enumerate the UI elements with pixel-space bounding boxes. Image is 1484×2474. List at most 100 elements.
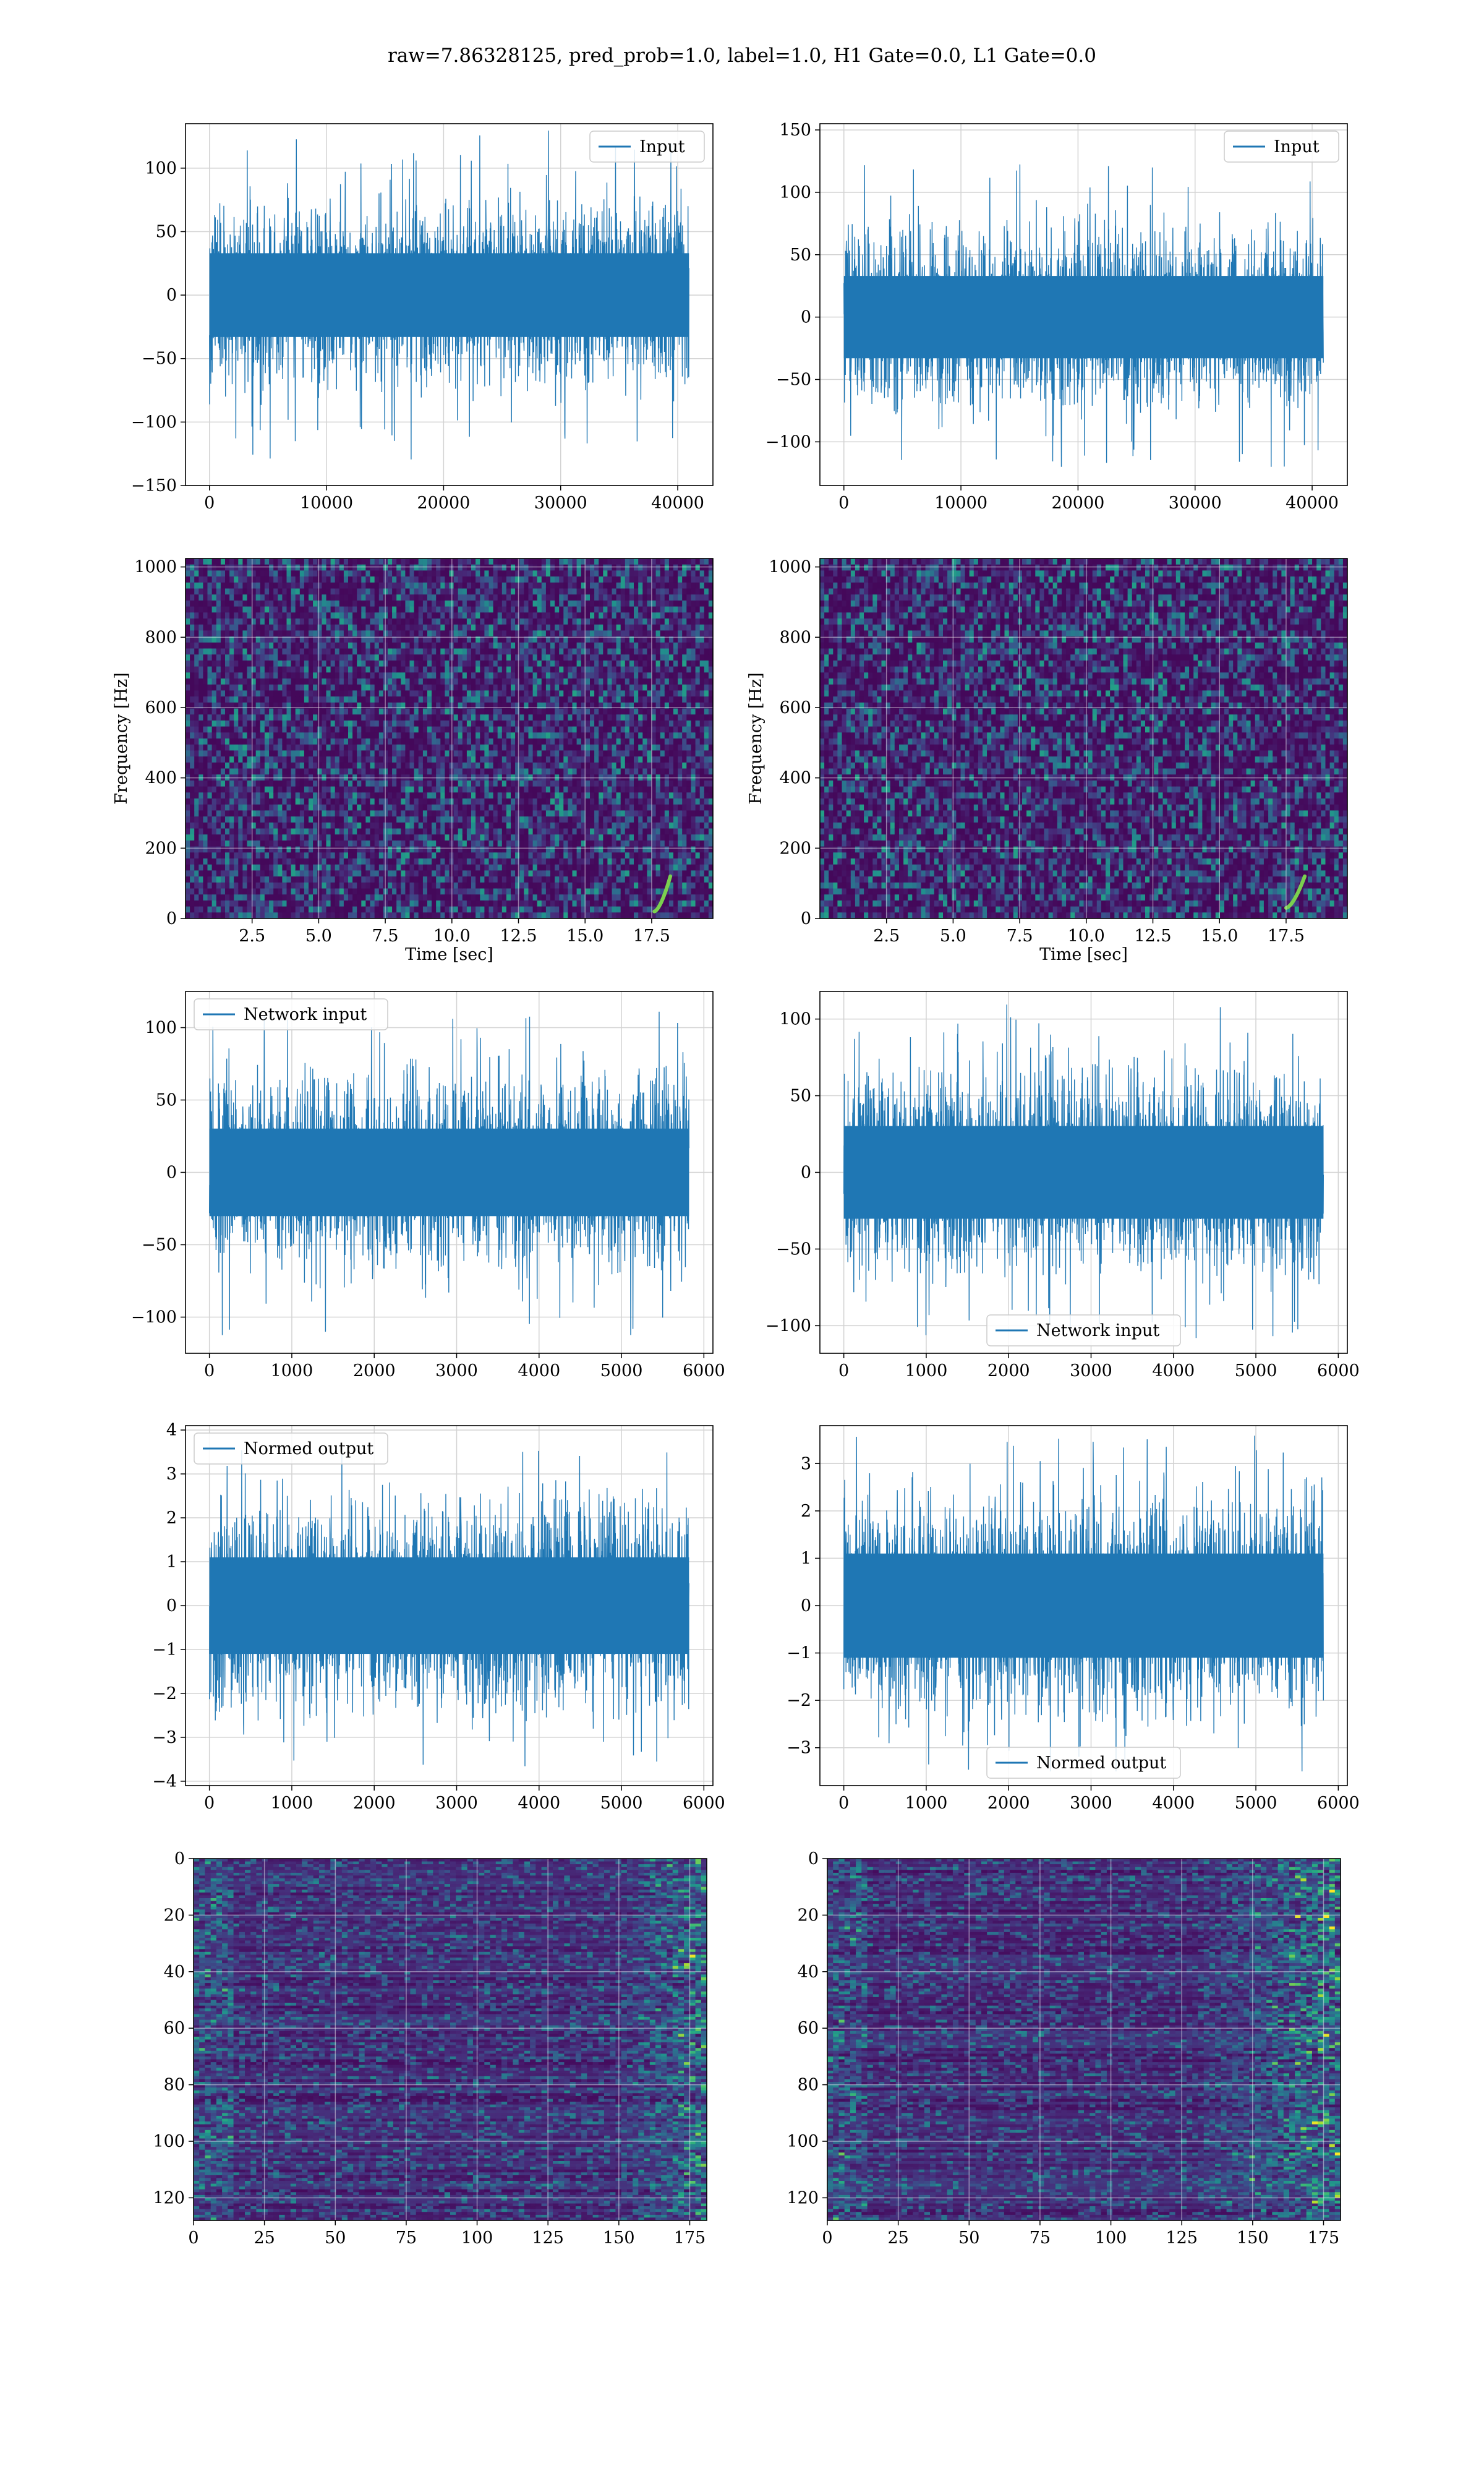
y-tick-label: 50 <box>790 1087 811 1106</box>
network-input-h1-plot-area <box>186 991 713 1353</box>
y-tick-label: −100 <box>765 1316 811 1335</box>
input-l1-plot-area <box>820 124 1347 486</box>
x-tick-label: 2000 <box>353 1794 396 1813</box>
input-l1-signal-band <box>843 276 1324 359</box>
x-tick-label: 1000 <box>271 1794 313 1813</box>
x-tick-label: 0 <box>838 494 849 513</box>
y-tick-label: 50 <box>156 1091 177 1110</box>
network-input-l1-panel: 0 1000 2000 3000 4000 5000 6000 −100 −50 0 50 100 Ne… <box>765 991 1360 1380</box>
normed-output-h1-plot-area <box>186 1426 713 1786</box>
network-input-l1-signal-band <box>843 1126 1324 1219</box>
x-tick-label: 150 <box>1237 2228 1269 2248</box>
y-tick-label: 0 <box>166 909 177 928</box>
feature-map-l1-panel: 0 25 50 75 100 125 150 175 0 20 40 60 80 100 120 <box>787 1849 1341 2248</box>
y-tick-label: 4 <box>166 1421 177 1440</box>
x-tick-label: 12.5 <box>500 927 537 946</box>
y-tick-label: −50 <box>776 370 811 390</box>
spec-h1-grid <box>186 559 713 918</box>
y-tick-label: −50 <box>142 349 177 369</box>
legend: Input <box>1224 131 1339 163</box>
normed-output-l1-panel: 0 1000 2000 3000 4000 5000 6000 −3 −2 −1 0 1 2 3 Norme… <box>787 1425 1360 1813</box>
x-tick-label: 3000 <box>1070 1361 1112 1380</box>
x-tick-label: 2000 <box>987 1361 1030 1380</box>
y-tick-label: 120 <box>787 2188 819 2207</box>
y-tick-label: −100 <box>131 413 177 432</box>
input-l1-frame <box>819 123 1348 486</box>
y-tick-label: −1 <box>787 1644 811 1663</box>
x-tick-label: 15.0 <box>1201 927 1238 946</box>
spec-l1-panel: 2.5 5.0 7.5 10.0 12.5 15.0 17.5 0 200 400 600 800 10… <box>746 558 1348 964</box>
y-tick-label: 80 <box>164 2076 185 2095</box>
y-tick-label: 100 <box>787 2132 819 2151</box>
y-tick-label: 100 <box>145 159 177 178</box>
y-tick-label: 600 <box>145 698 177 717</box>
x-tick-label: 1000 <box>905 1361 948 1380</box>
network-input-h1-panel: 0 1000 2000 3000 4000 5000 6000 −100 −50 0 50 100 Ne… <box>131 991 725 1380</box>
legend-label: Normed output <box>244 1439 373 1458</box>
x-tick-label: 5000 <box>1235 1794 1277 1813</box>
normed-output-h1-panel: 0 1000 2000 3000 4000 5000 6000 −4 −3 −2 −1 0 1 2 3 4 No… <box>152 1421 725 1813</box>
x-tick-label: 0 <box>204 494 215 513</box>
y-tick-label: 50 <box>156 222 177 241</box>
x-tick-label: 3000 <box>435 1794 478 1813</box>
x-tick-label: 0 <box>838 1794 849 1813</box>
feature-map-l1-grid <box>827 1859 1341 2220</box>
x-tick-label: 6000 <box>1317 1794 1360 1813</box>
x-tick-label: 10000 <box>300 494 353 513</box>
feature-map-h1-plot-area <box>194 1859 707 2220</box>
legend-label: Network input <box>244 1005 367 1024</box>
legend: Network input <box>194 998 388 1030</box>
x-tick-label: 30000 <box>534 494 587 513</box>
legend-label: Input <box>1274 137 1320 156</box>
legend-box <box>194 998 388 1030</box>
y-tick-label: 600 <box>779 698 811 717</box>
x-tick-label: 100 <box>1095 2228 1127 2248</box>
input-h1-panel: 0 10000 20000 30000 40000 −150 −100 −50 0 50 100 In… <box>131 123 714 513</box>
y-tick-label: 1000 <box>134 558 177 577</box>
x-tick-label: 75 <box>396 2228 417 2248</box>
y-tick-label: 200 <box>145 839 177 858</box>
x-tick-label: 10000 <box>934 494 987 513</box>
x-tick-label: 2000 <box>353 1361 396 1380</box>
y-tick-label: 60 <box>798 2019 819 2038</box>
x-tick-label: 0 <box>204 1794 215 1813</box>
x-tick-label: 1000 <box>905 1794 948 1813</box>
x-tick-label: 3000 <box>435 1361 478 1380</box>
feature-map-h1-grid <box>194 1859 707 2220</box>
y-tick-label: −3 <box>152 1728 177 1747</box>
y-tick-label: 800 <box>779 628 811 647</box>
legend-box <box>1224 131 1339 163</box>
y-tick-label: 0 <box>801 308 811 327</box>
x-tick-label: 5000 <box>600 1361 643 1380</box>
y-tick-label: 0 <box>166 286 177 305</box>
spec-l1-grid <box>820 559 1347 918</box>
x-tick-label: 5.0 <box>305 927 332 946</box>
y-tick-label: 0 <box>808 1849 819 1868</box>
x-tick-label: 0 <box>822 2228 832 2248</box>
legend-label: Normed output <box>1036 1753 1166 1773</box>
x-tick-label: 6000 <box>683 1361 725 1380</box>
y-tick-label: 40 <box>798 1963 819 1982</box>
x-tick-label: 30000 <box>1169 494 1222 513</box>
y-tick-label: 100 <box>145 1019 177 1038</box>
x-tick-label: 17.5 <box>1268 927 1305 946</box>
x-tick-label: 0 <box>204 1361 215 1380</box>
x-tick-label: 150 <box>603 2228 635 2248</box>
y-tick-label: 0 <box>166 1596 177 1616</box>
y-tick-label: 80 <box>798 2076 819 2095</box>
y-tick-label: 150 <box>779 121 811 140</box>
x-tick-label: 50 <box>958 2228 979 2248</box>
y-tick-label: 100 <box>779 183 811 202</box>
x-tick-label: 4000 <box>1152 1794 1195 1813</box>
x-tick-label: 3000 <box>1070 1794 1112 1813</box>
y-tick-label: 400 <box>779 769 811 788</box>
y-tick-label: 3 <box>166 1465 177 1484</box>
network-input-l1-plot-area <box>820 991 1347 1353</box>
legend-box <box>986 1747 1181 1779</box>
x-tick-label: 7.5 <box>372 927 399 946</box>
x-tick-label: 125 <box>532 2228 564 2248</box>
x-tick-label: 5000 <box>1235 1361 1277 1380</box>
feature-map-l1-frame <box>827 1858 1341 2221</box>
x-axis-label: Time [sec] <box>1039 945 1128 964</box>
